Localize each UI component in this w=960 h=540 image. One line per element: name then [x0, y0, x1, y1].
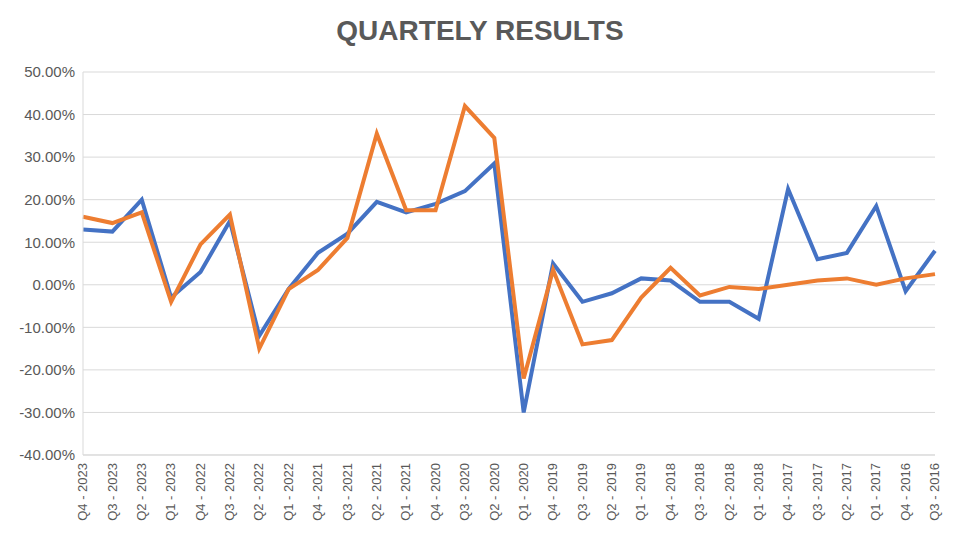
svg-text:20.00%: 20.00%: [24, 191, 75, 208]
svg-text:Q4 - 2016: Q4 - 2016: [898, 463, 913, 521]
svg-text:Q2 - 2023: Q2 - 2023: [134, 463, 149, 521]
svg-text:Q4 - 2019: Q4 - 2019: [545, 463, 560, 521]
html-text:QUARTELY RESULTS: QUARTELY RESULTS: [336, 15, 624, 46]
svg-text:10.00%: 10.00%: [24, 234, 75, 251]
svg-text:Q2 - 2019: Q2 - 2019: [604, 463, 619, 521]
svg-text:Q1 - 2021: Q1 - 2021: [398, 463, 413, 521]
svg-text:Q3 - 2016: Q3 - 2016: [927, 463, 942, 521]
svg-text:Q3 - 2021: Q3 - 2021: [340, 463, 355, 521]
svg-text:Q1 - 2022: Q1 - 2022: [281, 463, 296, 521]
svg-text:-20.00%: -20.00%: [19, 361, 75, 378]
svg-text:40.00%: 40.00%: [24, 106, 75, 123]
svg-text:Q4 - 2018: Q4 - 2018: [663, 463, 678, 521]
svg-text:Q3 - 2022: Q3 - 2022: [222, 463, 237, 521]
svg-text:Q2 - 2022: Q2 - 2022: [252, 463, 267, 521]
svg-text:-10.00%: -10.00%: [19, 319, 75, 336]
svg-text:Q4 - 2017: Q4 - 2017: [780, 463, 795, 521]
svg-text:Q3 - 2023: Q3 - 2023: [105, 463, 120, 521]
svg-text:-40.00%: -40.00%: [19, 446, 75, 463]
svg-text:Q2 - 2018: Q2 - 2018: [722, 463, 737, 521]
svg-text:Q1 - 2017: Q1 - 2017: [868, 463, 883, 521]
svg-text:Q4 - 2022: Q4 - 2022: [193, 463, 208, 521]
svg-text:Q3 - 2020: Q3 - 2020: [457, 463, 472, 521]
svg-text:Q1 - 2020: Q1 - 2020: [516, 463, 531, 521]
svg-text:Q3 - 2019: Q3 - 2019: [575, 463, 590, 521]
svg-text:Q1 - 2019: Q1 - 2019: [633, 463, 648, 521]
svg-text:Q4 - 2021: Q4 - 2021: [310, 463, 325, 521]
svg-text:Q3 - 2017: Q3 - 2017: [810, 463, 825, 521]
svg-text:Q2 - 2021: Q2 - 2021: [369, 463, 384, 521]
svg-text:Q1 - 2018: Q1 - 2018: [751, 463, 766, 521]
svg-text:Q4 - 2020: Q4 - 2020: [428, 463, 443, 521]
svg-text:0.00%: 0.00%: [32, 276, 75, 293]
svg-text:Q2 - 2020: Q2 - 2020: [487, 463, 502, 521]
svg-text:Q4 - 2023: Q4 - 2023: [75, 463, 90, 521]
svg-text:50.00%: 50.00%: [24, 63, 75, 80]
svg-text:-30.00%: -30.00%: [19, 404, 75, 421]
svg-text:Q3 - 2018: Q3 - 2018: [692, 463, 707, 521]
svg-text:30.00%: 30.00%: [24, 148, 75, 165]
svg-text:Q1 - 2023: Q1 - 2023: [163, 463, 178, 521]
svg-text:Q2 - 2017: Q2 - 2017: [839, 463, 854, 521]
